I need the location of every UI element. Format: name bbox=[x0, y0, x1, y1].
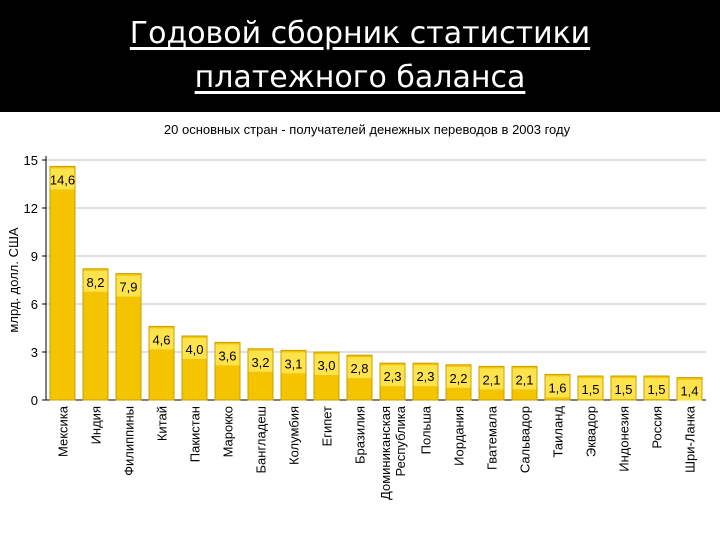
value-label-box bbox=[182, 338, 207, 359]
x-tick-label: Шри-Ланка bbox=[683, 405, 698, 473]
value-label: 1,5 bbox=[647, 382, 665, 397]
y-tick-label: 9 bbox=[31, 249, 38, 264]
x-tick-label: Гватемала bbox=[485, 405, 500, 470]
value-label-box bbox=[116, 275, 141, 297]
value-label: 3,1 bbox=[284, 356, 302, 371]
slide-title-line-1: Годовой сборник статистики bbox=[129, 16, 591, 51]
chart-panel: 20 основных стран - получателей денежных… bbox=[0, 112, 720, 540]
value-label: 8,2 bbox=[86, 275, 104, 290]
value-label: 1,5 bbox=[581, 382, 599, 397]
value-label-box bbox=[215, 344, 240, 366]
value-label: 4,0 bbox=[185, 342, 203, 357]
value-label-box bbox=[281, 352, 306, 374]
value-label-box bbox=[413, 365, 438, 387]
value-label-box bbox=[314, 354, 339, 375]
y-tick-label: 12 bbox=[24, 201, 38, 216]
value-label: 4,6 bbox=[152, 332, 170, 347]
value-label-box bbox=[83, 270, 108, 292]
value-label: 2,1 bbox=[515, 372, 533, 387]
x-tick-label: Республика bbox=[393, 405, 408, 476]
value-label-box bbox=[380, 365, 405, 387]
value-label-box bbox=[446, 366, 471, 388]
value-label: 1,4 bbox=[680, 384, 698, 399]
x-tick-label: Марокко bbox=[221, 406, 236, 457]
x-tick-label: Бангладеш bbox=[254, 406, 269, 473]
y-tick-label: 15 bbox=[24, 153, 38, 168]
x-tick-label: Польша bbox=[419, 405, 434, 454]
x-tick-label: Сальвадор bbox=[518, 406, 533, 473]
x-tick-label: Колумбия bbox=[287, 406, 302, 465]
x-tick-label: Пакистан bbox=[188, 406, 203, 462]
y-tick-label: 3 bbox=[31, 345, 38, 360]
x-tick-label: Бразилия bbox=[353, 406, 368, 464]
value-label-box bbox=[512, 368, 537, 390]
value-label-box bbox=[578, 378, 603, 399]
value-label-box bbox=[149, 328, 174, 350]
bar-chart: 20 основных стран - получателей денежных… bbox=[6, 122, 706, 500]
value-label: 3,6 bbox=[218, 348, 236, 363]
value-label: 3,0 bbox=[317, 358, 335, 373]
value-label-box bbox=[611, 378, 636, 399]
value-label: 1,5 bbox=[614, 382, 632, 397]
value-label: 3,2 bbox=[251, 355, 269, 370]
x-tick-label: Индия bbox=[89, 406, 104, 444]
value-label-box bbox=[248, 350, 273, 372]
value-label: 2,3 bbox=[383, 369, 401, 384]
x-tick-label: Эквадор bbox=[584, 406, 599, 457]
bar bbox=[49, 165, 76, 401]
value-label-box bbox=[479, 368, 504, 390]
value-label-box bbox=[644, 378, 669, 399]
slide-title-line-2: платежного баланса bbox=[194, 60, 526, 95]
bars bbox=[49, 165, 703, 401]
value-label: 7,9 bbox=[119, 280, 137, 295]
value-label: 2,8 bbox=[350, 361, 368, 376]
value-label: 1,6 bbox=[548, 380, 566, 395]
x-tick-label: Китай bbox=[155, 406, 170, 441]
value-label-box bbox=[347, 357, 372, 379]
value-labels: 14,6 8,2 7,9 4,6 4,0 3,6 3,2 3,1 3,0 2,8 2,3 2,3 2,2… bbox=[50, 168, 702, 401]
value-label: 2,1 bbox=[482, 372, 500, 387]
y-tick-label: 6 bbox=[31, 297, 38, 312]
x-tick-label: Египет bbox=[320, 406, 335, 447]
x-tick-label: Доминиканская bbox=[378, 406, 393, 500]
y-tick-label: 0 bbox=[31, 393, 38, 408]
value-label: 14,6 bbox=[50, 172, 75, 187]
category-labels: Мексика Индия Филиппины Китай Пакистан Марокк… bbox=[56, 405, 698, 500]
x-tick-label: Филиппины bbox=[122, 406, 137, 476]
x-tick-label: Индонезия bbox=[617, 406, 632, 472]
x-tick-label: Таиланд bbox=[551, 406, 566, 458]
x-tick-label: Мексика bbox=[56, 405, 71, 457]
slide-title: Годовой сборник статистики платежного ба… bbox=[0, 0, 720, 112]
grid-lines bbox=[46, 159, 706, 353]
x-tick-label: Россия bbox=[650, 406, 665, 449]
x-tick-label: Иордания bbox=[452, 406, 467, 466]
chart-title: 20 основных стран - получателей денежных… bbox=[164, 122, 571, 137]
value-label-box bbox=[50, 168, 75, 190]
value-label-box bbox=[545, 376, 570, 398]
y-axis-title: млрд. долл. США bbox=[6, 227, 21, 332]
value-label-box bbox=[677, 379, 702, 401]
value-label: 2,3 bbox=[416, 369, 434, 384]
value-label: 2,2 bbox=[449, 371, 467, 386]
